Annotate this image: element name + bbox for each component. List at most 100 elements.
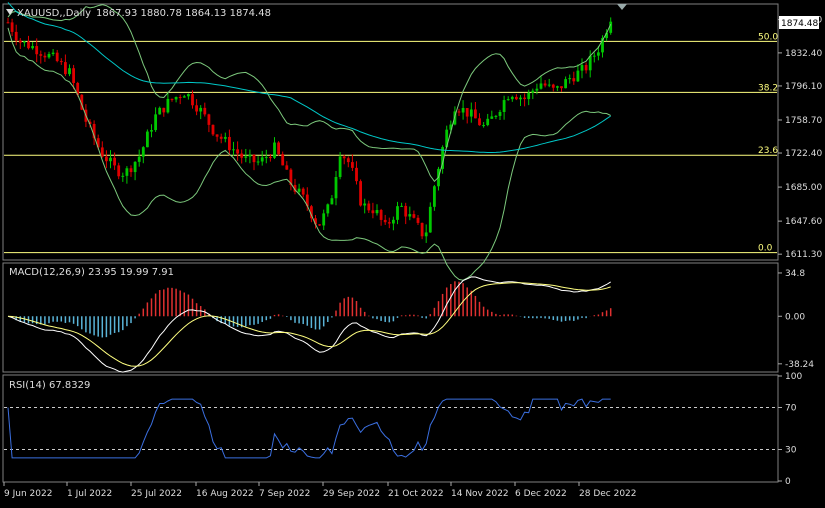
candle-body	[396, 206, 399, 220]
candle-body	[150, 130, 153, 132]
fib-level-label: 50.0	[758, 32, 778, 42]
candle-body	[80, 94, 84, 110]
current-price-value: 1874.48	[781, 19, 818, 29]
candle-body	[326, 204, 330, 214]
candle-body	[170, 98, 174, 100]
candle-body	[273, 142, 276, 158]
candle-body	[137, 156, 141, 162]
candle-body	[597, 52, 600, 56]
candle-body	[174, 97, 178, 100]
macd-signal-line	[7, 282, 611, 367]
shift-arrow-icon[interactable]	[617, 4, 627, 10]
rsi-tick-label: 70	[785, 404, 797, 414]
candle-body	[96, 138, 100, 148]
candle-body	[547, 84, 551, 86]
candle-body	[527, 92, 531, 100]
candle-body	[342, 156, 346, 159]
fib-level-label: 38.2	[758, 83, 778, 93]
candle-body	[277, 142, 280, 155]
candle-body	[109, 157, 112, 162]
candle-body	[10, 22, 14, 32]
candle-body	[35, 46, 39, 55]
candle-body	[338, 156, 342, 177]
candle-body	[416, 217, 420, 223]
candle-body	[47, 54, 51, 58]
date-tick-label: 1 Jul 2022	[67, 489, 112, 499]
candle-body	[240, 153, 244, 158]
candle-body	[223, 136, 227, 139]
rsi-tick-label: 0	[785, 477, 791, 487]
candle-body	[203, 107, 207, 115]
candle-body	[433, 186, 436, 207]
candle-body	[293, 184, 297, 192]
candle-body	[506, 99, 510, 101]
candle-body	[609, 21, 613, 33]
candle-body	[580, 64, 584, 71]
candle-body	[64, 62, 67, 75]
candle-body	[59, 61, 63, 63]
candle-body	[551, 84, 555, 88]
candle-body	[256, 161, 260, 163]
candle-body	[129, 168, 133, 173]
symbol-label: XAUUSD,,Daily	[17, 8, 91, 19]
candle-body	[490, 116, 494, 119]
candle-body	[92, 123, 96, 139]
price-tick-label: 1685.00	[785, 183, 822, 193]
macd-pane[interactable]	[2, 262, 779, 373]
candle-body	[523, 97, 526, 100]
candle-body	[6, 22, 10, 24]
candle-body	[576, 70, 580, 82]
dropdown-triangle-icon[interactable]	[6, 9, 14, 15]
candle-body	[502, 100, 506, 112]
candle-body	[375, 209, 379, 214]
candle-body	[359, 181, 362, 206]
candle-body	[568, 78, 572, 80]
candle-body	[346, 158, 350, 163]
candle-body	[539, 83, 543, 89]
candle-body	[125, 168, 129, 176]
candle-body	[453, 111, 457, 125]
moving-average-line	[7, 2, 611, 153]
candle-body	[51, 52, 55, 55]
candle-body	[318, 224, 321, 226]
candle-body	[535, 88, 539, 91]
candle-body	[117, 165, 121, 177]
candle-body	[23, 41, 26, 43]
rsi-label: RSI(14) 67.8329	[9, 380, 90, 391]
candle-body	[289, 169, 293, 185]
candle-body	[314, 218, 317, 225]
date-tick-label: 14 Nov 2022	[451, 489, 509, 499]
candle-body	[88, 121, 92, 124]
macd-tick-label: -38.24	[785, 360, 814, 370]
candle-body	[27, 41, 30, 49]
candle-body	[191, 94, 194, 106]
date-tick-label: 9 Jun 2022	[4, 489, 52, 499]
candle-body	[486, 118, 490, 126]
price-tick-label: 1611.30	[785, 250, 822, 260]
rsi-pane[interactable]	[2, 374, 779, 483]
candle-body	[400, 205, 403, 207]
price-pane[interactable]	[2, 3, 779, 261]
price-tick-label: 1796.10	[785, 82, 822, 92]
candle-body	[158, 107, 162, 115]
candle-body	[543, 83, 547, 86]
candle-body	[31, 46, 34, 49]
candle-body	[43, 55, 47, 58]
candle-body	[199, 107, 203, 112]
candle-body	[404, 205, 408, 217]
candle-body	[211, 124, 215, 135]
candle-body	[355, 167, 358, 182]
fib-level-label: 0.0	[758, 244, 773, 254]
macd-tick-label: 34.8	[785, 269, 805, 279]
candle-body	[371, 210, 375, 214]
candle-body	[141, 147, 145, 157]
candle-body	[424, 232, 428, 237]
price-tick-label: 1647.60	[785, 217, 822, 227]
candle-body	[441, 147, 444, 169]
candle-body	[351, 162, 354, 168]
candle-body	[584, 64, 588, 71]
candle-body	[379, 209, 383, 220]
candle-body	[420, 222, 424, 237]
